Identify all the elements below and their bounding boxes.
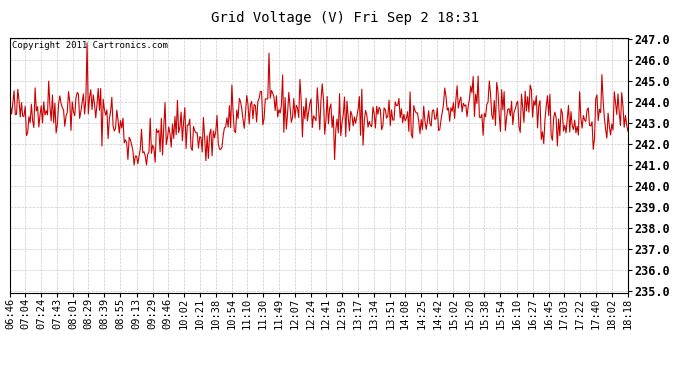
Text: Grid Voltage (V) Fri Sep 2 18:31: Grid Voltage (V) Fri Sep 2 18:31	[211, 11, 479, 25]
Text: Copyright 2011 Cartronics.com: Copyright 2011 Cartronics.com	[12, 41, 168, 50]
